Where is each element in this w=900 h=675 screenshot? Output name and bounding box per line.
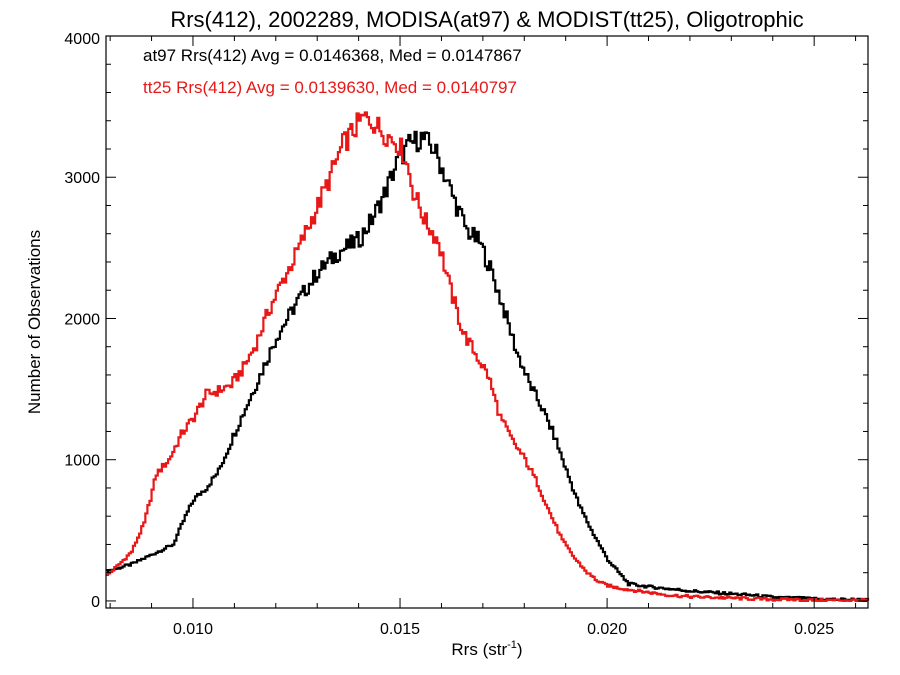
x-axis-label: Rrs (str-1) [451, 639, 522, 659]
legend-entry-at97: at97 Rrs(412) Avg = 0.0146368, Med = 0.0… [143, 46, 522, 65]
x-axis-ticks: 0.010 0.015 0.020 0.025 [109, 36, 857, 638]
x-axis-label-superscript: -1 [507, 639, 517, 651]
plot-frame [105, 35, 869, 609]
x-axis-label-end: ) [517, 640, 523, 659]
legend-entry-tt25: tt25 Rrs(412) Avg = 0.0139630, Med = 0.0… [143, 78, 517, 97]
y-tick-label: 1000 [64, 453, 100, 470]
series-line-tt25 [106, 111, 870, 603]
series-line-at97 [106, 130, 870, 603]
y-tick-label: 3000 [64, 170, 100, 187]
y-tick-label: 2000 [64, 311, 100, 328]
x-tick-label: 0.025 [794, 621, 834, 638]
y-tick-label: 4000 [64, 31, 100, 48]
x-tick-label: 0.015 [380, 621, 420, 638]
y-axis-label: Number of Observations [25, 230, 44, 414]
x-tick-label: 0.010 [173, 621, 213, 638]
y-tick-label: 0 [91, 594, 100, 611]
chart-title: Rrs(412), 2002289, MODISA(at97) & MODIST… [170, 7, 803, 32]
series-layer [106, 111, 870, 603]
x-axis-label-main: Rrs (str [451, 640, 507, 659]
x-tick-label: 0.020 [587, 621, 627, 638]
y-axis-ticks: 0 1000 2000 3000 4000 [64, 31, 868, 611]
